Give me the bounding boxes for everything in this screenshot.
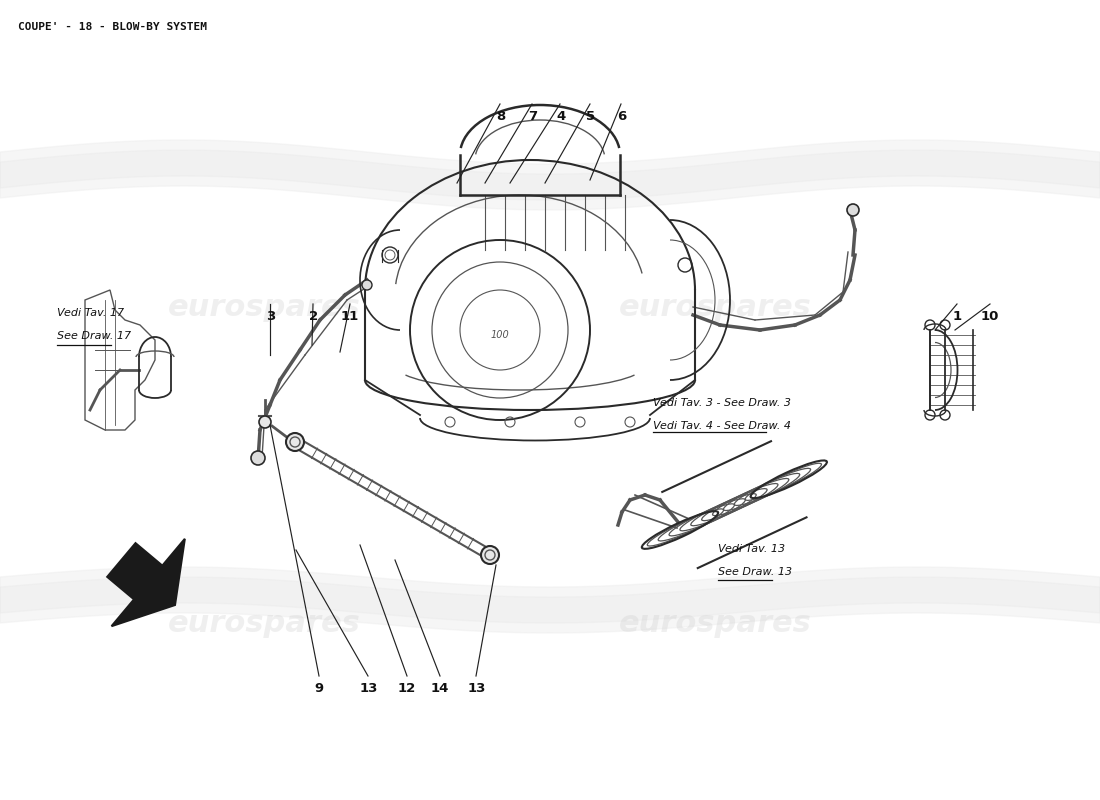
Text: 5: 5 [586,110,595,122]
Text: Vedi Tav. 17: Vedi Tav. 17 [57,308,124,318]
Polygon shape [107,539,185,626]
Text: 1: 1 [953,310,961,322]
Text: Vedi Tav. 13: Vedi Tav. 13 [718,544,785,554]
Text: COUPE' - 18 - BLOW-BY SYSTEM: COUPE' - 18 - BLOW-BY SYSTEM [18,22,207,32]
Text: 10: 10 [981,310,999,322]
Text: 13: 13 [360,682,377,694]
Text: eurospares: eurospares [618,610,812,638]
Circle shape [251,451,265,465]
Circle shape [847,204,859,216]
Text: 6: 6 [617,110,626,122]
Text: 2: 2 [309,310,318,322]
Text: 11: 11 [341,310,359,322]
Text: eurospares: eurospares [618,294,812,322]
Circle shape [362,280,372,290]
Text: 100: 100 [491,330,509,340]
Circle shape [481,546,499,564]
Circle shape [286,433,304,451]
Text: eurospares: eurospares [167,610,361,638]
Text: 9: 9 [315,682,323,694]
Text: 7: 7 [528,110,537,122]
Text: 8: 8 [496,110,505,122]
Text: 3: 3 [266,310,275,322]
Text: Vedi Tav. 3 - See Draw. 3: Vedi Tav. 3 - See Draw. 3 [653,398,791,408]
Text: 12: 12 [398,682,416,694]
Text: Vedi Tav. 4 - See Draw. 4: Vedi Tav. 4 - See Draw. 4 [653,421,791,431]
Text: 4: 4 [557,110,565,122]
Text: eurospares: eurospares [167,294,361,322]
Text: 14: 14 [431,682,449,694]
Text: 13: 13 [468,682,485,694]
Text: See Draw. 13: See Draw. 13 [718,567,792,577]
Text: See Draw. 17: See Draw. 17 [57,331,131,341]
Circle shape [258,416,271,428]
